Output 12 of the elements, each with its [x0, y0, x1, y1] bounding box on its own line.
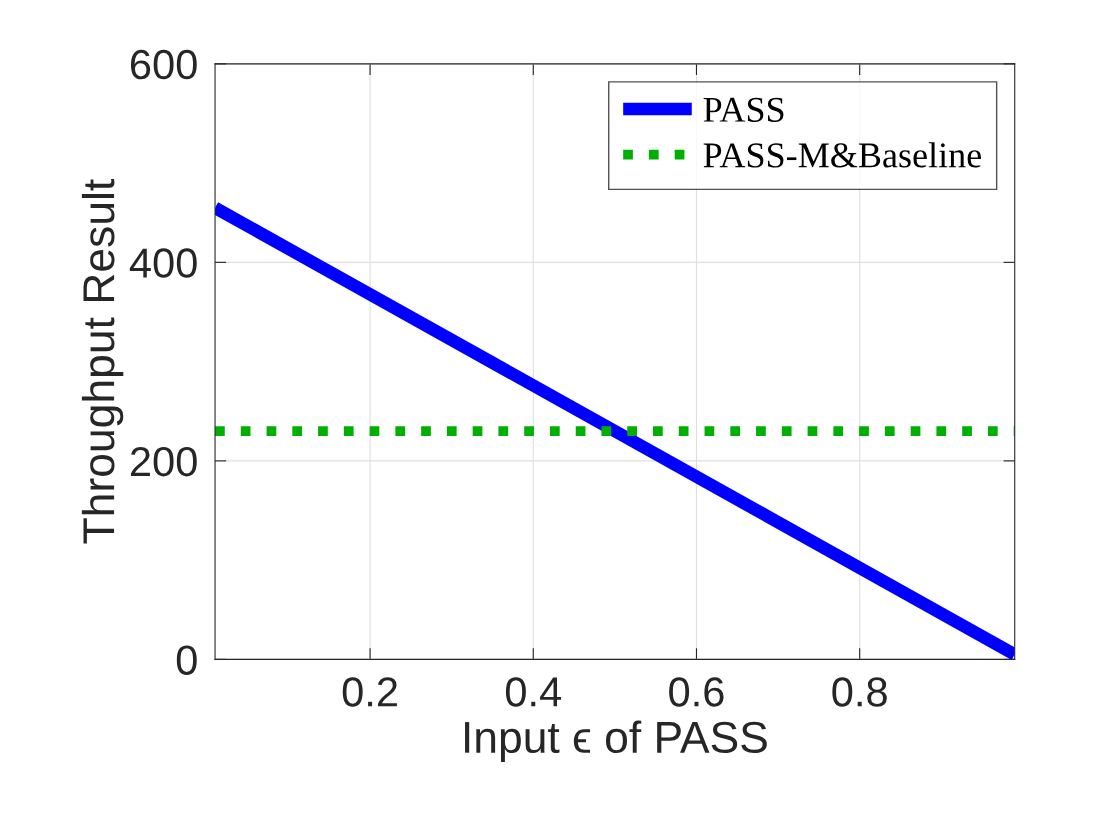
x-tick-label: 0.8 — [832, 677, 887, 707]
x-tick-label: 0.6 — [669, 677, 724, 707]
legend-label: PASS — [703, 97, 784, 122]
y-tick-label: 0 — [176, 645, 197, 675]
x-axis-title: Input ϵ of PASS — [465, 720, 767, 762]
y-tick-label: 600 — [130, 49, 197, 80]
x-tick-label: 0.2 — [342, 677, 397, 707]
legend-label: PASS-M&Baseline — [703, 142, 981, 168]
x-tick-label: 0.4 — [505, 677, 562, 707]
y-tick-label: 200 — [130, 446, 197, 477]
y-axis-title: Throughput Result — [81, 179, 124, 544]
y-tick-label: 400 — [129, 248, 197, 278]
